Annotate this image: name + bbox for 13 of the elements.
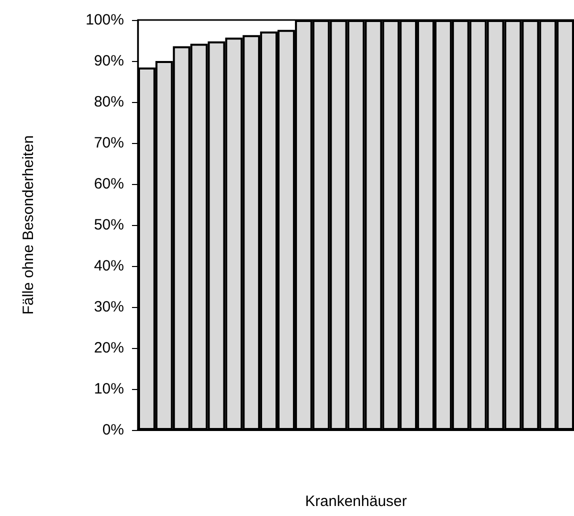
y-tick-label: 50% [94,216,124,234]
y-tick-label: 40% [94,258,124,274]
x-axis-title: Krankenhäuser [305,493,407,510]
y-tick-label: 80% [94,94,124,110]
y-axis-title: Fälle ohne Besonderheiten [20,135,37,315]
y-tick-label: 90% [94,52,124,70]
y-tick-label: 10% [94,380,124,398]
y-tick-label: 0% [102,422,124,438]
y-tick-label: 60% [94,176,124,192]
y-tick-label: 20% [94,340,124,356]
y-tick-label: 100% [86,12,124,28]
y-tick-label: 30% [94,298,124,316]
y-tick-label: 70% [94,134,124,152]
